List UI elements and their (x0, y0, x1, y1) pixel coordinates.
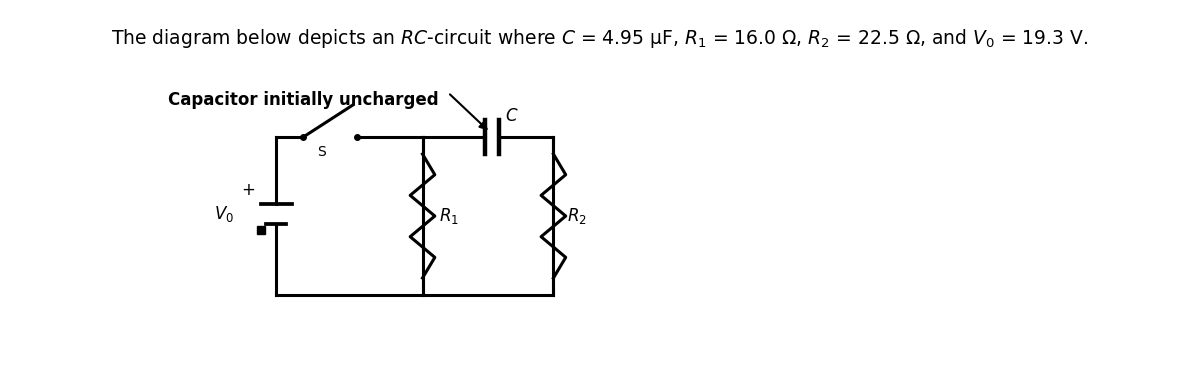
Text: $V_0$: $V_0$ (214, 204, 234, 224)
Text: S: S (317, 145, 325, 159)
Text: Capacitor initially uncharged: Capacitor initially uncharged (168, 91, 439, 109)
Text: $R_2$: $R_2$ (568, 206, 587, 226)
Text: $R_1$: $R_1$ (439, 206, 460, 226)
Text: C: C (505, 106, 516, 125)
Text: +: + (241, 181, 256, 199)
Text: The diagram below depicts an $\it{RC}$-circuit where $C$ = 4.95 μF, $R_1$ = 16.0: The diagram below depicts an $\it{RC}$-c… (112, 27, 1088, 50)
